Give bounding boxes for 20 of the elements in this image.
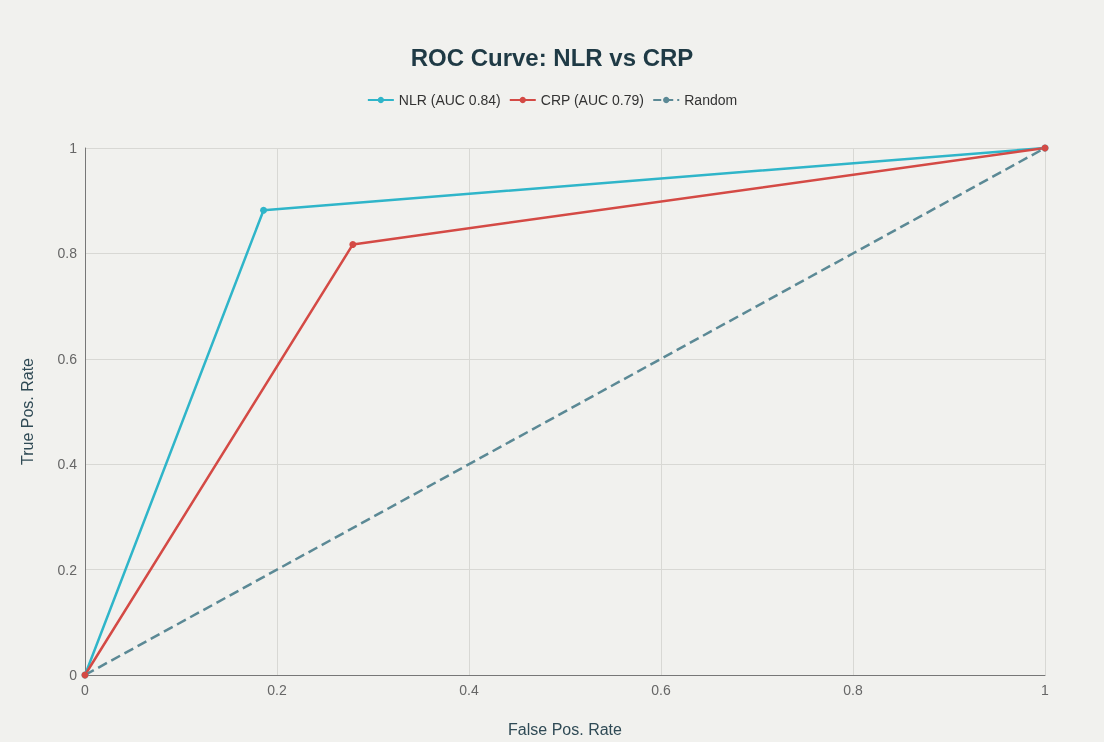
- x-axis-title: False Pos. Rate: [508, 720, 623, 738]
- x-tick-label: 0.6: [651, 682, 671, 698]
- x-tick-label: 0.2: [267, 682, 287, 698]
- x-tick-label: 0.8: [843, 682, 863, 698]
- legend-label: CRP (AUC 0.79): [540, 92, 644, 108]
- y-tick-label: 0.8: [57, 245, 78, 262]
- legend-label: Random: [684, 92, 738, 108]
- point: [349, 240, 357, 248]
- y-tick-label: 0.4: [57, 456, 78, 473]
- x-tick-label: 0: [81, 682, 90, 698]
- y-tick-label: 0.6: [57, 350, 78, 367]
- point: [260, 206, 268, 214]
- x-tick-label: 1: [1041, 682, 1050, 698]
- y-tick-label: 1: [69, 140, 78, 156]
- y-tick-label: 0.2: [57, 561, 78, 578]
- legend-label: NLR (AUC 0.84): [398, 92, 501, 108]
- y-axis-title: True Pos. Rate: [18, 357, 36, 466]
- x-tick-label: 0.4: [459, 682, 479, 698]
- y-tick-label: 0: [69, 667, 78, 683]
- chart-title: ROC Curve: NLR vs CRP: [410, 43, 694, 71]
